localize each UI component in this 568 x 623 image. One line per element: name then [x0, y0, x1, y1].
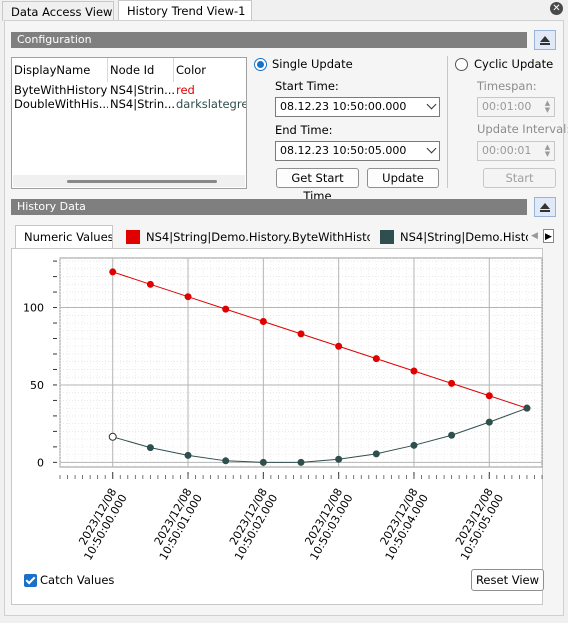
data-point [259, 317, 267, 325]
tab-series-bytewithhistory[interactable]: NS4|String|Demo.History.ByteWithHistory [126, 226, 370, 248]
row1-color[interactable]: red [176, 83, 195, 97]
data-point [259, 458, 267, 466]
data-point [410, 367, 418, 375]
data-point [485, 392, 493, 400]
row1-nodeid[interactable]: NS4|Strin... [110, 83, 174, 97]
end-time-value: 08.12.23 10:50:05.000 [280, 144, 407, 157]
start-button[interactable]: Start [483, 168, 556, 188]
tab-scroll-left-icon[interactable]: ◀ [531, 231, 538, 241]
scrollbar-thumb[interactable] [67, 180, 217, 183]
update-button[interactable]: Update [367, 168, 439, 188]
row2-color[interactable]: darkslategrey [176, 97, 246, 111]
row2-nodeid[interactable]: NS4|Strin... [110, 97, 174, 111]
tab-series-doublewithhistory[interactable]: NS4|String|Demo.History.DoubleWithHistor… [380, 226, 528, 248]
collapse-up-icon [540, 203, 550, 209]
tab-numeric-values[interactable]: Numeric Values [15, 225, 113, 249]
x-tick-label: 2023/12/0810:50:05.000 [448, 486, 507, 563]
data-point [146, 280, 154, 288]
chevron-down-icon[interactable] [426, 143, 437, 154]
cyclic-update-radio[interactable] [455, 58, 468, 71]
collapse-up-icon [540, 36, 550, 42]
chevron-down-icon[interactable] [426, 99, 437, 110]
y-tick-label: 100 [23, 302, 44, 315]
start-time-label: Start Time: [275, 79, 339, 93]
series-config-table[interactable]: DisplayName Node Id Color ByteWithHistor… [11, 57, 247, 189]
tab-series1-label: NS4|String|Demo.History.ByteWithHistory [146, 230, 370, 244]
catch-values-label[interactable]: Catch Values [40, 573, 115, 587]
start-time-value: 08.12.23 10:50:00.000 [280, 100, 407, 113]
data-point [372, 355, 380, 363]
spin-arrows-icon[interactable]: ▲ ▼ [544, 99, 551, 114]
timespan-value: 00:01:00 [482, 100, 532, 113]
configuration-header: Configuration [11, 32, 527, 48]
get-start-time-button[interactable]: Get Start Time [276, 168, 359, 203]
series-line [112, 271, 528, 409]
catch-values-checkbox[interactable] [24, 574, 37, 587]
data-point [109, 268, 117, 276]
data-point [448, 431, 456, 439]
row1-displayname[interactable]: ByteWithHistory [14, 83, 108, 97]
section-divider [447, 56, 448, 188]
data-point [335, 455, 343, 463]
data-point [146, 444, 154, 452]
timespan-stepper[interactable]: 00:01:00 ▲ ▼ [477, 97, 555, 117]
single-update-label[interactable]: Single Update [272, 57, 353, 71]
data-point [448, 379, 456, 387]
tab-scroll-right-icon[interactable]: ▶ [543, 229, 554, 243]
data-point [335, 342, 343, 350]
data-point [485, 418, 493, 426]
data-point [222, 457, 230, 465]
x-tick-label: 2023/12/0810:50:04.000 [372, 486, 431, 563]
history-data-header: History Data [11, 199, 527, 215]
spin-arrows-icon[interactable]: ▲ ▼ [544, 143, 551, 158]
reset-view-button[interactable]: Reset View [471, 569, 544, 591]
column-header-displayname[interactable]: DisplayName [12, 58, 108, 82]
end-time-picker[interactable]: 08.12.23 10:50:05.000 [275, 141, 440, 161]
y-tick-label: 0 [37, 456, 44, 469]
data-point [297, 458, 305, 466]
update-interval-value: 00:00:01 [482, 144, 532, 157]
cyclic-update-label[interactable]: Cyclic Update [474, 57, 554, 71]
tab-history-trend-view[interactable]: History Trend View-1 [118, 0, 252, 20]
timespan-label: Timespan: [477, 79, 537, 93]
series-color-swatch [380, 230, 394, 244]
data-point [372, 450, 380, 458]
y-tick-label: 50 [30, 379, 44, 392]
data-point [222, 305, 230, 313]
history-chart[interactable]: 0 50 100 2023/12/0810:50:00.000 2023/12/0810… [12, 249, 544, 606]
column-header-nodeid[interactable]: Node Id [108, 58, 174, 82]
x-tick-label: 2023/12/0810:50:01.000 [146, 486, 205, 563]
table-horizontal-scrollbar[interactable] [13, 175, 245, 187]
data-point [297, 330, 305, 338]
row2-displayname[interactable]: DoubleWithHis... [14, 97, 108, 111]
data-point [184, 293, 192, 301]
single-update-radio[interactable] [254, 58, 267, 71]
update-interval-stepper[interactable]: 00:00:01 ▲ ▼ [477, 141, 555, 161]
series-color-swatch [126, 230, 140, 244]
x-tick-label: 2023/12/0810:50:02.000 [222, 486, 281, 563]
collapse-history-button[interactable] [534, 197, 556, 217]
end-time-label: End Time: [275, 123, 333, 137]
start-time-picker[interactable]: 08.12.23 10:50:00.000 [275, 97, 440, 117]
update-interval-label: Update Interval: [477, 122, 568, 136]
data-point [108, 432, 117, 441]
x-tick-label: 2023/12/0810:50:03.000 [297, 486, 356, 563]
column-header-color[interactable]: Color [176, 63, 207, 77]
data-point [410, 441, 418, 449]
data-point [184, 451, 192, 459]
series-line [112, 407, 528, 463]
close-icon[interactable]: ✕ [550, 2, 563, 15]
collapse-configuration-button[interactable] [534, 30, 556, 50]
chart-panel: 0 50 100 2023/12/0810:50:00.000 2023/12/0810… [11, 248, 544, 606]
data-point [523, 404, 531, 412]
tab-data-access-view[interactable]: Data Access View [2, 1, 114, 21]
x-tick-label: 2023/12/0810:50:00.000 [71, 486, 130, 563]
tab-series2-label: NS4|String|Demo.History.DoubleWithHistor… [400, 230, 528, 244]
